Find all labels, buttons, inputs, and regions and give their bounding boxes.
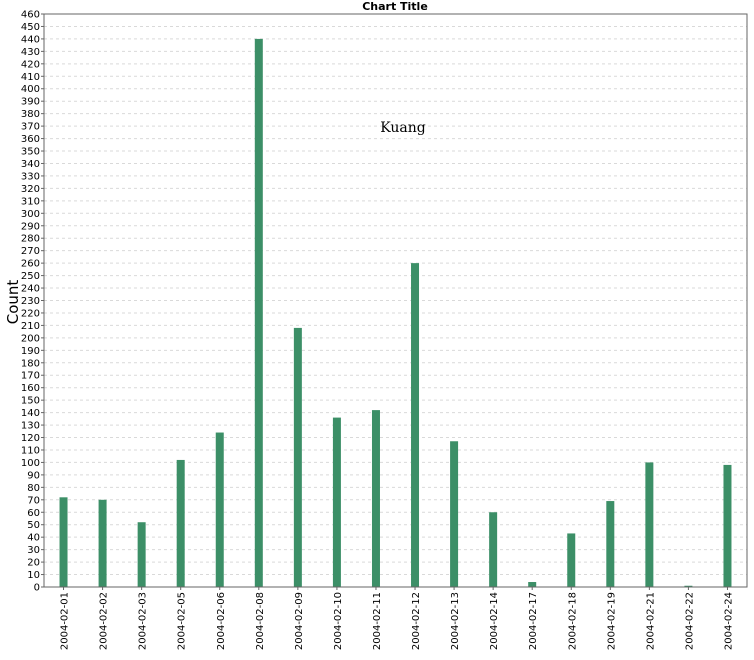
x-tick-label: 2004-02-06 — [216, 592, 227, 650]
y-tick-label: 290 — [21, 221, 40, 232]
bar — [59, 497, 68, 587]
x-tick-label: 2004-02-13 — [450, 592, 461, 650]
bar — [684, 585, 693, 587]
y-tick-label: 420 — [21, 59, 40, 70]
y-tick-label: 140 — [21, 408, 40, 419]
y-tick-label: 350 — [21, 147, 40, 158]
y-tick-label: 110 — [21, 445, 40, 456]
y-tick-label: 90 — [27, 470, 40, 481]
y-tick-label: 330 — [21, 171, 40, 182]
x-tick-label: 2004-02-21 — [645, 592, 656, 650]
y-tick-label: 130 — [21, 421, 40, 432]
y-tick-label: 20 — [27, 558, 40, 569]
y-tick-label: 280 — [21, 234, 40, 245]
bar — [723, 464, 732, 587]
chart-title: Chart Title — [362, 0, 428, 13]
x-tick-label: 2004-02-18 — [567, 592, 578, 650]
y-tick-label: 300 — [21, 209, 40, 220]
y-tick-label: 70 — [27, 495, 40, 506]
plot-frame — [43, 13, 748, 588]
bar — [411, 263, 420, 587]
y-tick-label: 360 — [21, 134, 40, 145]
bar — [137, 522, 146, 587]
bar — [293, 327, 302, 587]
x-tick-label: 2004-02-24 — [723, 592, 734, 650]
y-tick-label: 230 — [21, 296, 40, 307]
bar — [528, 582, 537, 587]
y-tick-label: 400 — [21, 84, 40, 95]
y-tick-label: 220 — [21, 308, 40, 319]
y-tick-label: 210 — [21, 321, 40, 332]
y-tick-label: 160 — [21, 383, 40, 394]
bar — [606, 501, 615, 587]
x-tick-label: 2004-02-11 — [372, 592, 383, 650]
y-tick-label: 260 — [21, 259, 40, 270]
y-tick-label: 190 — [21, 346, 40, 357]
y-tick-label: 270 — [21, 246, 40, 257]
y-tick-label: 80 — [27, 483, 40, 494]
x-tick-label: 2004-02-14 — [489, 592, 500, 650]
y-tick-label: 10 — [27, 570, 40, 581]
y-tick-label: 200 — [21, 333, 40, 344]
bar — [645, 462, 654, 587]
chart-annotation: Kuang — [380, 120, 426, 136]
y-tick-label: 380 — [21, 109, 40, 120]
x-tick-label: 2004-02-12 — [411, 592, 422, 650]
x-tick-label: 2004-02-22 — [684, 592, 695, 650]
y-tick-label: 150 — [21, 396, 40, 407]
bar — [489, 512, 498, 587]
y-tick-label: 390 — [21, 97, 40, 108]
y-tick-label: 250 — [21, 271, 40, 282]
y-tick-label: 370 — [21, 122, 40, 133]
x-tick-label: 2004-02-03 — [138, 592, 149, 650]
y-tick-label: 60 — [27, 508, 40, 519]
bar — [371, 410, 380, 587]
x-tick-label: 2004-02-05 — [177, 592, 188, 650]
y-tick-label: 340 — [21, 159, 40, 170]
x-tick-label: 2004-02-10 — [333, 592, 344, 650]
y-tick-label: 170 — [21, 371, 40, 382]
x-tick-label: 2004-02-01 — [60, 592, 71, 650]
y-tick-label: 450 — [21, 22, 40, 33]
y-tick-label: 240 — [21, 284, 40, 295]
x-tick-label: 2004-02-09 — [294, 592, 305, 650]
y-tick-label: 0 — [34, 583, 40, 594]
y-tick-label: 180 — [21, 358, 40, 369]
gridlines — [44, 13, 747, 576]
x-axis-ticks: 2004-02-01 2004-02-02 2004-02-03 2004-02-05… — [60, 587, 734, 650]
y-tick-label: 100 — [21, 458, 40, 469]
y-tick-label: 460 — [21, 10, 40, 21]
y-tick-label: 320 — [21, 184, 40, 195]
y-tick-label: 120 — [21, 433, 40, 444]
bars — [59, 38, 732, 588]
x-tick-label: 2004-02-02 — [99, 592, 110, 650]
y-tick-label: 40 — [27, 533, 40, 544]
y-axis-label: Count — [4, 280, 22, 325]
bar — [332, 417, 341, 587]
bar — [254, 38, 263, 588]
y-tick-label: 50 — [27, 520, 40, 531]
y-tick-label: 410 — [21, 72, 40, 83]
x-tick-label: 2004-02-19 — [606, 592, 617, 650]
bar — [176, 459, 185, 587]
bar — [98, 499, 107, 587]
y-tick-label: 310 — [21, 196, 40, 207]
bar — [450, 441, 459, 587]
bar — [215, 432, 224, 587]
x-tick-label: 2004-02-08 — [255, 592, 266, 650]
bar — [567, 533, 576, 587]
y-tick-label: 30 — [27, 545, 40, 556]
x-tick-label: 2004-02-17 — [528, 592, 539, 650]
y-tick-label: 430 — [21, 47, 40, 58]
y-tick-label: 440 — [21, 34, 40, 45]
